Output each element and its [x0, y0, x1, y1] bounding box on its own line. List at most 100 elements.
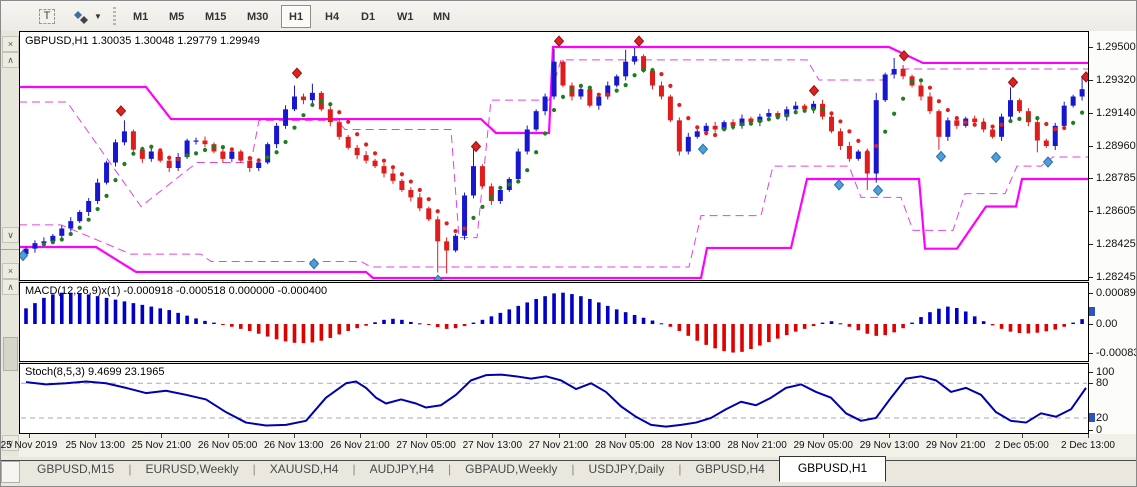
macd-bar [793, 324, 798, 332]
signal-diamond [1007, 76, 1019, 89]
signal-diamond [990, 151, 1002, 164]
tab-GBPAUD-Weekly[interactable]: GBPAUD,Weekly [465, 462, 558, 476]
signal-diamond [553, 35, 565, 47]
candle [444, 241, 450, 251]
tab-GBPUSD-H4[interactable]: GBPUSD,H4 [695, 462, 765, 476]
candle [846, 146, 852, 159]
chevron-up-icon[interactable]: ∧ [2, 279, 19, 295]
candle [471, 166, 476, 196]
timeframe-button-M5[interactable]: M5 [169, 10, 185, 23]
stoch-pane[interactable] [19, 363, 1089, 434]
candle [86, 201, 92, 212]
macd-bar [51, 294, 55, 324]
candle [855, 151, 861, 159]
timeframe-button-D1[interactable]: D1 [361, 10, 376, 23]
macd-chart-svg[interactable] [20, 283, 1088, 361]
macd-bar [453, 324, 458, 329]
macd-bar [507, 309, 512, 324]
close-icon[interactable]: × [2, 36, 19, 52]
candle [766, 113, 772, 117]
tab-USDJPY-Daily[interactable]: USDJPY,Daily [588, 462, 665, 476]
macd-bar [972, 316, 977, 324]
signal-diamond [697, 143, 709, 155]
candle [605, 85, 611, 97]
macd-bar [910, 322, 914, 324]
price-chart-svg[interactable] [20, 32, 1088, 280]
candle [184, 140, 190, 157]
macd-bar [838, 323, 843, 325]
signal-diamond [808, 84, 820, 97]
macd-bar [426, 324, 431, 325]
toolbar-drag-handle-icon[interactable] [113, 7, 116, 25]
candle [900, 69, 906, 77]
macd-bar [239, 324, 243, 329]
macd-bar [928, 312, 932, 324]
candle [426, 208, 432, 220]
scrollbar-thumb[interactable] [3, 337, 18, 371]
time-axis [19, 434, 1136, 457]
arrows-icon [74, 10, 89, 24]
tab-AUDJPY-H4[interactable]: AUDJPY,H4 [369, 462, 435, 476]
signal-diamond [470, 140, 482, 153]
candle [1016, 100, 1022, 112]
macd-bar [919, 317, 923, 324]
chevron-up-icon[interactable]: ∧ [2, 52, 19, 68]
candle [32, 243, 38, 249]
macd-bar [686, 324, 691, 336]
price-pane[interactable] [19, 31, 1089, 281]
candle [157, 151, 163, 161]
macd-bar [364, 324, 368, 326]
signal-diamond [308, 258, 320, 270]
macd-bar [892, 324, 896, 333]
timeframe-button-H4[interactable]: H4 [325, 10, 340, 23]
timeframe-button-M30[interactable]: M30 [247, 10, 269, 23]
candle [488, 186, 494, 201]
macd-bar [901, 324, 905, 329]
macd-bar [614, 309, 619, 324]
tab-separator: | [352, 462, 356, 476]
macd-bar [113, 299, 118, 324]
macd-bar [33, 303, 37, 324]
candle [309, 92, 315, 101]
macd-pane[interactable] [19, 282, 1089, 362]
timeframe-button-M1[interactable]: M1 [133, 10, 149, 23]
timeframe-button-M15[interactable]: M15 [205, 10, 227, 23]
text-tool-button[interactable]: T [27, 5, 67, 28]
tab-separator: | [128, 462, 132, 476]
candle [784, 109, 790, 117]
candle [596, 96, 602, 106]
macd-bar [409, 321, 413, 324]
candle [945, 120, 951, 137]
arrows-tool-button[interactable]: ▼ [59, 5, 115, 28]
tab-XAUUSD-H4[interactable]: XAUUSD,H4 [269, 462, 339, 476]
candle [981, 122, 987, 130]
stoch-chart-svg[interactable] [20, 364, 1088, 433]
candle [497, 190, 503, 201]
chevron-down-icon[interactable]: ∨ [2, 435, 19, 451]
macd-bar [256, 324, 261, 334]
candle [220, 151, 226, 159]
macd-bar [319, 324, 324, 341]
candle [954, 120, 960, 126]
candle [560, 61, 566, 86]
timeframe-button-MN[interactable]: MN [433, 10, 451, 23]
tab-GBPUSD-H1[interactable]: GBPUSD,H1 [778, 456, 887, 482]
candle [345, 136, 351, 148]
timeframe-button-H1[interactable]: H1 [281, 5, 312, 28]
candle [775, 113, 781, 117]
tab-scroll-button[interactable] [1, 461, 20, 483]
close-icon[interactable]: × [2, 263, 19, 279]
macd-bar [194, 318, 198, 324]
chevron-down-icon[interactable]: ∨ [2, 227, 19, 243]
signal-diamond [935, 150, 947, 163]
macd-bar [802, 324, 807, 329]
tab-separator: | [571, 462, 575, 476]
candle [837, 131, 843, 146]
tab-EURUSD-Weekly[interactable]: EURUSD,Weekly [145, 462, 239, 476]
macd-bar [623, 312, 628, 324]
tab-GBPUSD-M15[interactable]: GBPUSD,M15 [37, 462, 115, 476]
macd-bar [784, 324, 789, 336]
timeframe-button-W1[interactable]: W1 [397, 10, 414, 23]
macd-bar [990, 324, 995, 326]
macd-bar [820, 322, 825, 324]
